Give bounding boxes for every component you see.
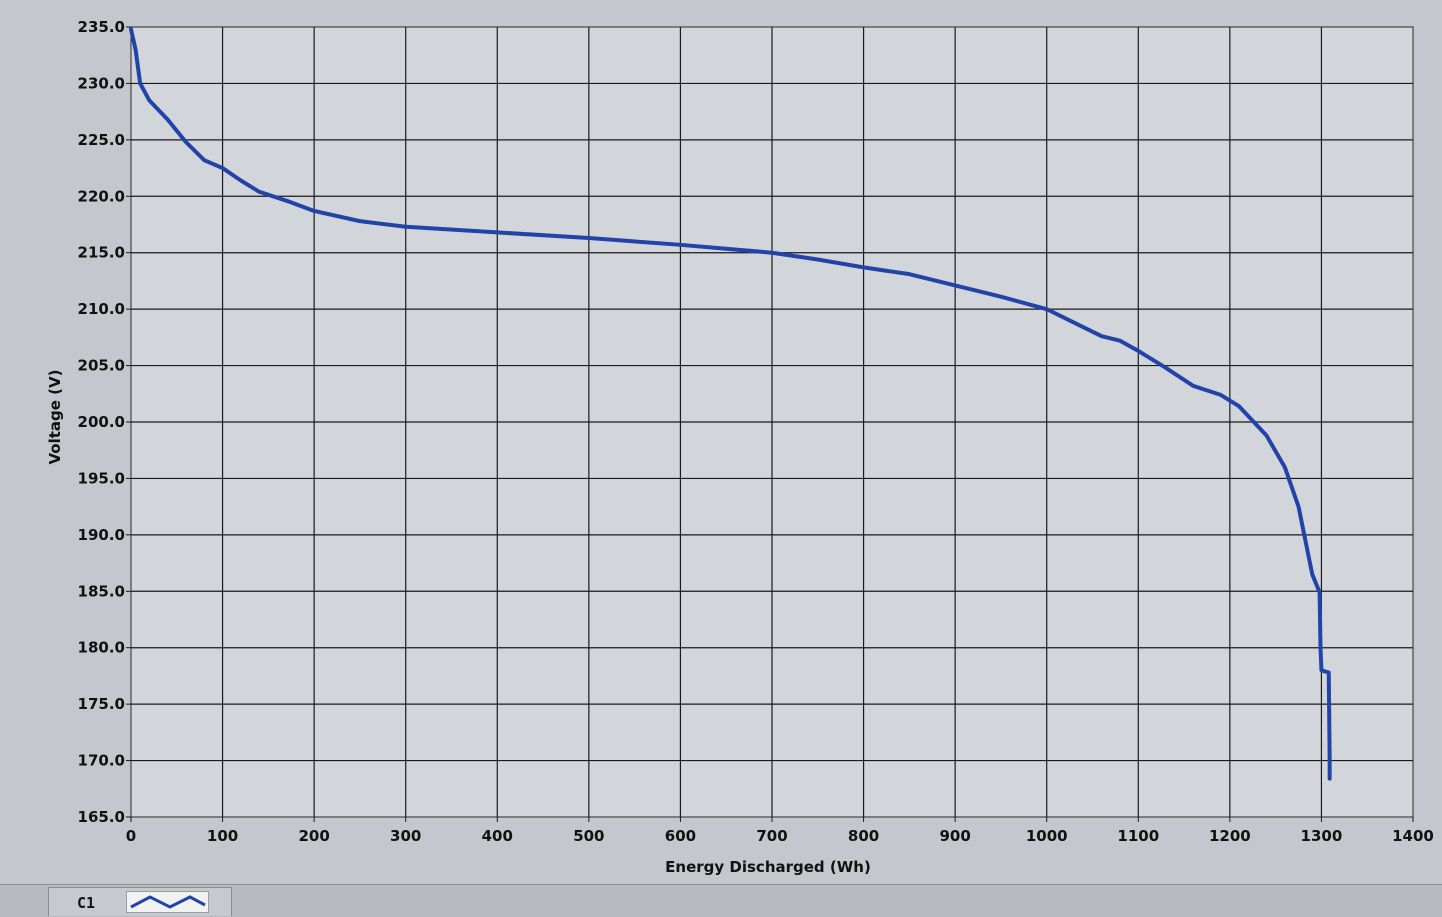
x-axis-ticks: 0 100 200 300 400 500 600 700 800 900 1000 1100 1200… <box>126 817 1434 845</box>
graph-panel: 0 100 200 300 400 500 600 700 800 900 1000 1100 1200… <box>46 18 1434 876</box>
x-tick-label: 800 <box>848 827 879 845</box>
y-tick-label: 215.0 <box>78 244 125 262</box>
series-line-c1 <box>129 27 1332 781</box>
legend-item-c1[interactable]: C1 <box>48 887 232 916</box>
y-tick-label: 220.0 <box>78 187 125 205</box>
y-tick-label: 180.0 <box>78 639 125 657</box>
line-style-icon <box>130 895 206 909</box>
x-tick-label: 600 <box>665 827 696 845</box>
x-tick-label: 900 <box>939 827 970 845</box>
y-tick-label: 175.0 <box>78 695 125 713</box>
y-tick-label: 195.0 <box>78 469 125 487</box>
grid-lines <box>131 27 1413 817</box>
x-tick-label: 1000 <box>1026 827 1068 845</box>
x-tick-label: 1300 <box>1301 827 1343 845</box>
y-tick-label: 210.0 <box>78 300 125 318</box>
x-tick-label: 700 <box>756 827 787 845</box>
x-tick-label: 400 <box>482 827 513 845</box>
y-tick-label: 230.0 <box>78 74 125 92</box>
x-tick-label: 0 <box>126 827 136 845</box>
y-tick-label: 200.0 <box>78 413 125 431</box>
x-tick-label: 500 <box>573 827 604 845</box>
y-tick-label: 190.0 <box>78 526 125 544</box>
y-tick-label: 185.0 <box>78 582 125 600</box>
y-axis-ticks: 165.0 170.0 175.0 180.0 185.0 190.0 195.0 200.0… <box>78 18 131 826</box>
y-tick-label: 170.0 <box>78 752 125 770</box>
x-axis-title: Energy Discharged (Wh) <box>665 858 871 876</box>
y-tick-label: 165.0 <box>78 808 125 826</box>
legend-bar <box>0 884 1442 917</box>
x-tick-label: 1400 <box>1392 827 1434 845</box>
y-tick-label: 205.0 <box>78 357 125 375</box>
x-tick-label: 100 <box>207 827 238 845</box>
legend-label: C1 <box>77 894 96 912</box>
y-tick-label: 235.0 <box>78 18 125 36</box>
x-tick-label: 1200 <box>1209 827 1251 845</box>
y-tick-label: 225.0 <box>78 131 125 149</box>
voltage-chart: 0 100 200 300 400 500 600 700 800 900 1000 1100 1200… <box>46 18 1434 876</box>
y-axis-title: Voltage (V) <box>46 370 64 465</box>
line-style-swatch[interactable] <box>126 891 209 913</box>
x-tick-label: 300 <box>390 827 421 845</box>
x-tick-label: 200 <box>298 827 329 845</box>
x-tick-label: 1100 <box>1117 827 1159 845</box>
